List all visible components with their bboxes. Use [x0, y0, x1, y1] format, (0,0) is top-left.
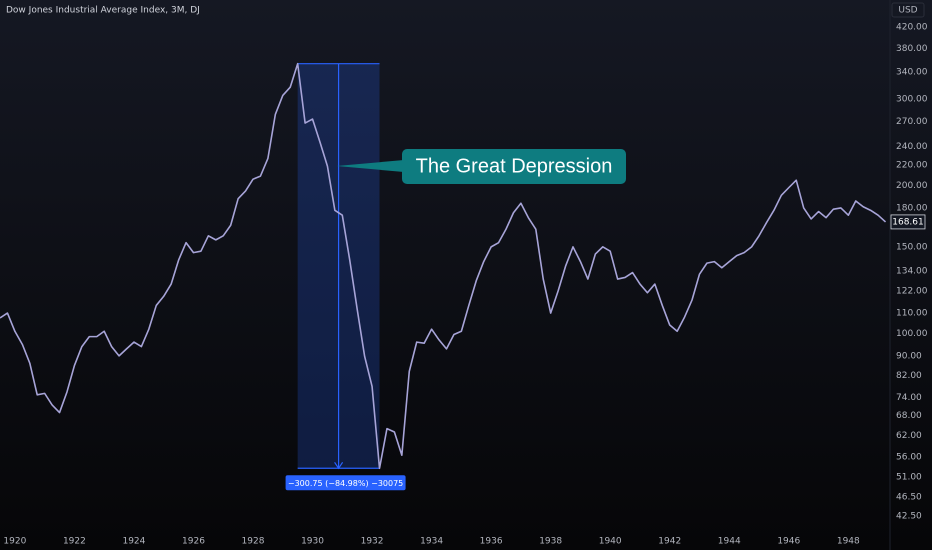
y-tick-label: 220.00 [896, 161, 928, 171]
y-tick-label: 62.00 [896, 431, 922, 441]
y-tick-label: 100.00 [896, 329, 928, 339]
x-tick-label: 1926 [182, 537, 205, 547]
x-tick-label: 1942 [658, 537, 681, 547]
y-tick-label: 200.00 [896, 181, 928, 191]
x-tick-label: 1938 [539, 537, 562, 547]
y-tick-label: 180.00 [896, 203, 928, 213]
y-tick-label: 270.00 [896, 117, 928, 127]
x-tick-label: 1924 [122, 537, 145, 547]
measure-label-box [285, 475, 406, 491]
callout-box [402, 149, 626, 184]
y-tick-label: 42.50 [896, 511, 922, 521]
y-tick-label: 74.00 [896, 393, 922, 403]
y-tick-label: 240.00 [896, 142, 928, 152]
x-tick-label: 1944 [718, 537, 741, 547]
callout-pointer [336, 160, 404, 172]
y-tick-label: 68.00 [896, 411, 922, 421]
y-tick-label: 150.00 [896, 242, 928, 252]
y-tick-label: 420.00 [896, 23, 928, 33]
x-tick-label: 1928 [242, 537, 265, 547]
x-tick-label: 1922 [63, 537, 86, 547]
x-tick-label: 1920 [3, 537, 26, 547]
y-tick-label: 82.00 [896, 371, 922, 381]
x-tick-label: 1934 [420, 537, 443, 547]
callout-text: The Great Depression [416, 155, 613, 177]
last-price-box [890, 214, 926, 230]
currency[interactable]: USD [898, 6, 917, 16]
y-tick-label: 134.00 [896, 266, 928, 276]
y-tick-label: 90.00 [896, 351, 922, 361]
x-tick-label: 1932 [361, 537, 384, 547]
y-tick-label: 300.00 [896, 94, 928, 104]
y-tick-label: 340.00 [896, 68, 928, 78]
chart-title: Dow Jones Industrial Average Index, 3M, … [6, 6, 200, 16]
measure-label: −300.75 (−84.98%) −30075 [288, 479, 403, 488]
y-tick-label: 56.00 [896, 453, 922, 463]
x-tick-label: 1946 [777, 537, 800, 547]
x-tick-label: 1930 [301, 537, 324, 547]
y-tick-label: 380.00 [896, 44, 928, 54]
last-price: 168.61 [892, 217, 924, 227]
y-tick-label: 51.00 [896, 473, 922, 483]
y-tick-label: 122.00 [896, 286, 928, 296]
y-tick-label: 46.50 [896, 492, 922, 502]
measure-arrowhead [334, 461, 344, 470]
y-tick-label: 110.00 [896, 309, 928, 319]
price-line [0, 62, 887, 470]
currency-box[interactable] [891, 2, 925, 18]
x-tick-label: 1936 [480, 537, 503, 547]
x-tick-label: 1948 [837, 537, 860, 547]
x-tick-label: 1940 [599, 537, 622, 547]
